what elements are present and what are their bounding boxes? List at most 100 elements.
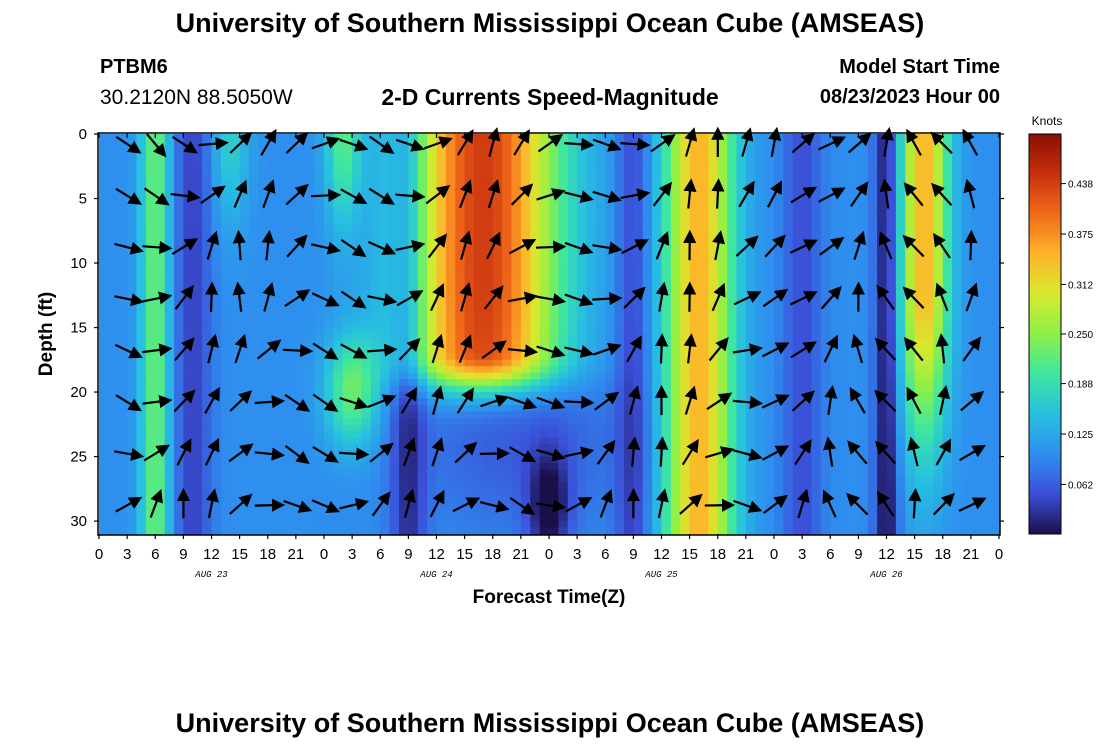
heatmap-cell	[567, 443, 578, 451]
heatmap-cell	[980, 230, 991, 238]
heatmap-cell	[577, 385, 588, 393]
heatmap-cell	[567, 392, 578, 400]
heatmap-cell	[614, 282, 625, 290]
heatmap-cell	[652, 288, 663, 296]
heatmap-cell	[352, 340, 363, 348]
heatmap-cell	[661, 204, 672, 213]
heatmap-cell	[108, 269, 119, 277]
heatmap-cell	[858, 346, 869, 354]
heatmap-cell	[258, 237, 269, 245]
heatmap-cell	[952, 140, 963, 148]
heatmap-cell	[689, 346, 700, 354]
heatmap-cell	[324, 385, 334, 393]
heatmap-cell	[314, 159, 325, 167]
heatmap-cell	[127, 437, 138, 445]
heatmap-cell	[220, 301, 231, 309]
heatmap-cell	[980, 450, 991, 458]
heatmap-cell	[614, 211, 625, 219]
heatmap-cell	[324, 204, 334, 213]
heatmap-cell	[286, 198, 297, 206]
heatmap-cell	[736, 140, 747, 148]
heatmap-cell	[192, 224, 203, 232]
heatmap-cell	[342, 211, 353, 219]
heatmap-cell	[99, 463, 109, 471]
heatmap-cell	[586, 385, 597, 393]
heatmap-cell	[108, 463, 119, 471]
heatmap-cell	[652, 301, 663, 309]
heatmap-cell	[792, 398, 803, 406]
heatmap-cell	[174, 230, 184, 238]
heatmap-cell	[474, 166, 484, 174]
heatmap-cell	[586, 179, 597, 187]
heatmap-cell	[961, 159, 972, 167]
heatmap-cell	[174, 443, 184, 451]
heatmap-cell	[764, 269, 775, 277]
heatmap-cell	[192, 243, 203, 251]
heatmap-cell	[361, 392, 372, 400]
heatmap-cell	[324, 379, 334, 387]
heatmap-cell	[764, 134, 775, 142]
heatmap-cell	[370, 417, 381, 425]
heatmap-cell	[342, 411, 353, 419]
heatmap-cell	[267, 243, 278, 251]
heatmap-cell	[708, 334, 719, 342]
heatmap-cell	[933, 256, 944, 264]
heatmap-cell	[267, 192, 278, 200]
heatmap-cell	[774, 230, 784, 238]
heatmap-cell	[755, 153, 766, 161]
heatmap-cell	[502, 385, 513, 393]
heatmap-cell	[192, 430, 203, 438]
heatmap-cell	[802, 379, 813, 387]
heatmap-cell	[595, 379, 606, 387]
heatmap-cell	[408, 430, 419, 438]
heatmap-cell	[661, 379, 672, 387]
heatmap-cell	[792, 146, 803, 154]
heatmap-cell	[745, 443, 756, 451]
heatmap-cell	[924, 179, 934, 187]
heatmap-cell	[924, 146, 934, 154]
heatmap-cell	[586, 153, 597, 161]
heatmap-cell	[783, 250, 794, 258]
heatmap-cell	[202, 269, 213, 277]
heatmap-cell	[361, 372, 372, 380]
heatmap-cell	[736, 385, 747, 393]
heatmap-cell	[886, 172, 897, 180]
heatmap-cell	[108, 166, 119, 174]
heatmap-cell	[286, 359, 297, 367]
heatmap-cell	[717, 443, 728, 451]
heatmap-cell	[745, 263, 756, 271]
heatmap-cell	[670, 230, 681, 238]
heatmap-cell	[183, 230, 194, 238]
heatmap-cell	[783, 372, 794, 380]
heatmap-cell	[108, 159, 119, 167]
heatmap-cell	[464, 372, 475, 380]
heatmap-cell	[502, 372, 513, 380]
heatmap-cell	[230, 275, 241, 283]
heatmap-cell	[895, 263, 906, 271]
heatmap-cell	[736, 463, 747, 471]
heatmap-cell	[258, 185, 269, 193]
heatmap-cell	[380, 211, 391, 219]
heatmap-cell	[886, 269, 897, 277]
heatmap-cell	[333, 417, 344, 425]
heatmap-cell	[399, 172, 409, 180]
heatmap-cell	[511, 263, 522, 271]
heatmap-cell	[108, 243, 119, 251]
heatmap-cell	[389, 172, 400, 180]
heatmap-cell	[652, 166, 663, 174]
heatmap-cell	[492, 456, 503, 464]
heatmap-cell	[614, 153, 625, 161]
heatmap-cell	[502, 172, 513, 180]
heatmap-cell	[764, 424, 775, 432]
heatmap-cell	[305, 140, 316, 148]
heatmap-cell	[942, 256, 953, 264]
heatmap-cell	[924, 346, 934, 354]
heatmap-cell	[924, 263, 934, 271]
heatmap-cell	[530, 424, 541, 432]
heatmap-cell	[483, 463, 494, 471]
heatmap-cell	[839, 179, 850, 187]
heatmap-cell	[342, 269, 353, 277]
heatmap-cell	[155, 379, 166, 387]
heatmap-cell	[520, 288, 531, 296]
heatmap-cell	[511, 379, 522, 387]
